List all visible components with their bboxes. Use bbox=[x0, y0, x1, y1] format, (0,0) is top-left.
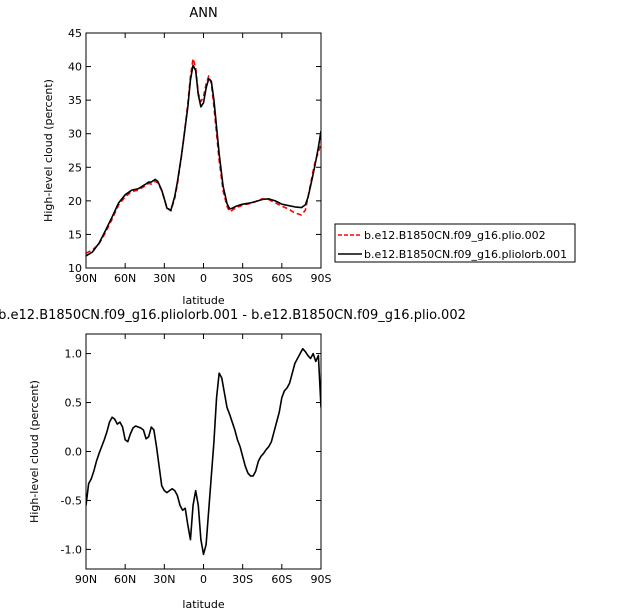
legend: b.e12.B1850CN.f09_g16.plio.002 b.e12.B18… bbox=[334, 223, 576, 263]
top-chart: ANN 90N 60N 30N 0 30S 60S 90S1015202530354045 … bbox=[42, 6, 332, 307]
top-y-tick-label: 10 bbox=[68, 262, 82, 275]
top-x-tick-label: 90S bbox=[311, 272, 332, 285]
top-x-tick-label: 60S bbox=[271, 272, 292, 285]
top-y-axis-title: High-level cloud (percent) bbox=[42, 79, 55, 222]
bottom-x-tick-label: 90S bbox=[311, 573, 332, 586]
bottom-chart: b.e12.B1850CN.f09_g16.pliolorb.001 - b.e… bbox=[0, 308, 466, 611]
top-x-tick-label: 90N bbox=[75, 272, 97, 285]
top-series-group bbox=[86, 57, 321, 257]
legend-box bbox=[334, 223, 576, 263]
bottom-series-line-0 bbox=[86, 347, 321, 556]
legend-label-pliolorb: b.e12.B1850CN.f09_g16.pliolorb.001 bbox=[364, 248, 567, 261]
top-y-tick-label: 30 bbox=[68, 128, 82, 141]
bottom-y-tick-label: 0.0 bbox=[65, 446, 83, 459]
bottom-x-tick-label: 60S bbox=[271, 573, 292, 586]
bottom-x-tick-label: 30S bbox=[232, 573, 253, 586]
bottom-x-tick-label: 30N bbox=[153, 573, 175, 586]
top-y-tick-label: 40 bbox=[68, 61, 82, 74]
bottom-axes: 90N 60N 30N 0 30S 60S 90S -1.0 -0.5 0.0 0.5 1.0 bbox=[61, 334, 332, 586]
top-y-tick-label: 15 bbox=[68, 228, 82, 241]
bottom-series-group bbox=[86, 347, 321, 556]
top-x-tick-label: 60N bbox=[114, 272, 136, 285]
bottom-chart-title: b.e12.B1850CN.f09_g16.pliolorb.001 - b.e… bbox=[0, 308, 466, 323]
top-y-tick-label: 20 bbox=[68, 195, 82, 208]
legend-label-plio: b.e12.B1850CN.f09_g16.plio.002 bbox=[364, 229, 546, 242]
bottom-y-tick-label: 1.0 bbox=[65, 348, 83, 361]
top-axes: 90N 60N 30N 0 30S 60S 90S 10 15 20 25 30 35 40 45 bbox=[68, 27, 332, 285]
bottom-y-tick-label: 0.5 bbox=[65, 397, 83, 410]
top-series-line-1 bbox=[86, 64, 321, 257]
bottom-plot-frame bbox=[85, 333, 322, 570]
top-x-tick-label: 30N bbox=[153, 272, 175, 285]
bottom-y-tick-label: -0.5 bbox=[61, 494, 82, 507]
top-chart-title: ANN bbox=[189, 6, 217, 21]
top-x-tick-label: 30S bbox=[232, 272, 253, 285]
top-plot-frame bbox=[85, 32, 322, 269]
bottom-y-tick-label: -1.0 bbox=[61, 543, 82, 556]
top-y-tick-label: 25 bbox=[68, 161, 82, 174]
top-y-tick-label: 45 bbox=[68, 27, 82, 40]
bottom-x-axis-title: latitude bbox=[182, 598, 224, 611]
bottom-x-tick-label: 90N bbox=[75, 573, 97, 586]
top-y-tick-label: 35 bbox=[68, 94, 82, 107]
top-series-line-0 bbox=[86, 57, 321, 254]
bottom-x-tick-label: 60N bbox=[114, 573, 136, 586]
top-x-axis-title: latitude bbox=[182, 294, 224, 307]
bottom-y-axis-title: High-level cloud (percent) bbox=[28, 380, 41, 523]
bottom-x-tick-label: 0 bbox=[200, 573, 207, 586]
top-x-tick-label: 0 bbox=[200, 272, 207, 285]
